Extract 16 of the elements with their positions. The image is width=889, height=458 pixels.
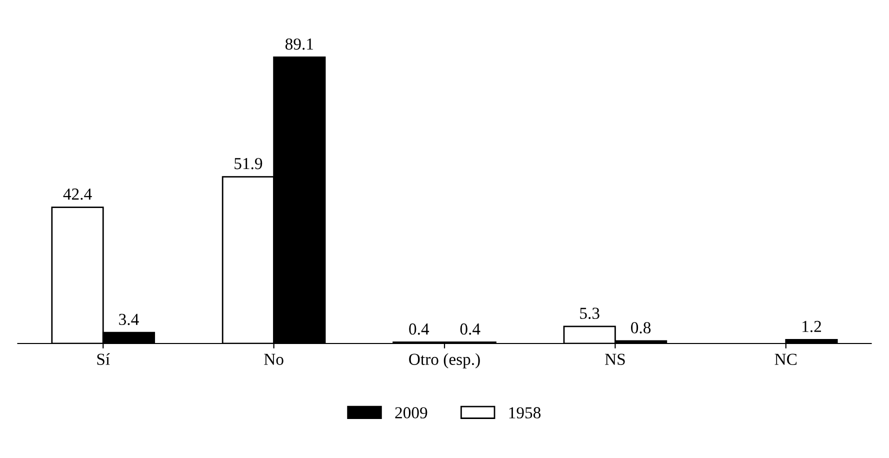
legend-label: 1958: [509, 407, 541, 418]
x-tick-label: Sí: [97, 353, 110, 365]
data-label: 89.1: [285, 38, 313, 50]
x-tick-label: NC: [774, 354, 797, 365]
legend-label: 2009: [395, 407, 428, 418]
x-tick-label: NS: [605, 354, 625, 365]
data-label: 0.4: [460, 323, 480, 335]
data-label: 5.3: [580, 308, 600, 319]
x-tick-label: Otro (esp.): [409, 353, 480, 368]
data-label: 1.2: [802, 320, 821, 332]
data-label: 0.8: [631, 322, 651, 334]
data-label: 51.9: [234, 158, 262, 170]
data-label: 3.4: [119, 314, 139, 326]
data-label: 42.4: [63, 188, 92, 200]
x-tick-label: No: [264, 354, 284, 365]
data-label: 0.4: [409, 323, 430, 335]
